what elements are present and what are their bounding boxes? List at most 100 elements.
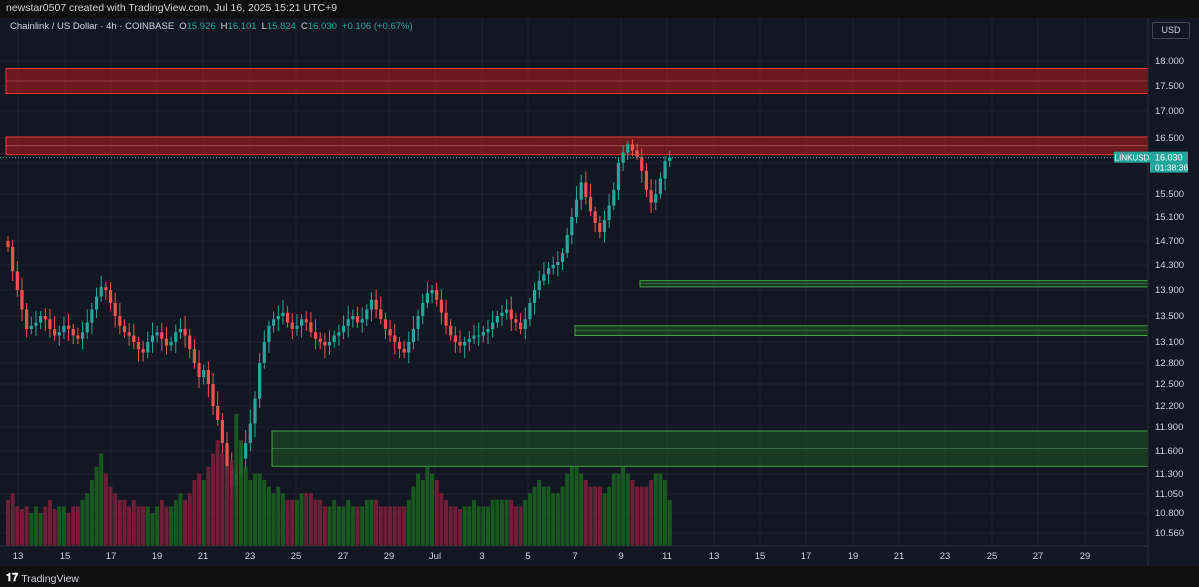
volume-bar [197,473,202,546]
candle-body [542,274,546,281]
y-tick-label: 13.900 [1155,285,1184,296]
volume-bar [360,506,365,546]
x-tick-label: 11 [662,551,672,562]
volume-bar [625,473,630,546]
candle-body [537,280,541,290]
volume-bar [122,499,127,546]
x-tick-label: 25 [291,551,302,562]
y-tick-label: 10.560 [1155,528,1184,539]
volume-bar [490,499,495,546]
volume-bar [43,506,48,546]
candle-body [463,342,467,346]
candle-body [281,312,285,316]
volume-bar [248,480,253,546]
volume-bar [285,499,290,546]
volume-bar [574,466,579,546]
volume-bar [136,506,141,546]
candle-body [178,329,183,333]
volume-bar [94,466,99,546]
high-value: 16.101 [227,21,257,32]
volume-bar [439,493,444,546]
volume-bar [229,460,234,546]
attribution-text: newstar0507 created with TradingView.com… [6,2,338,14]
volume-bar [159,499,164,546]
candle-body [560,253,565,262]
candle-body [397,342,402,349]
candle-body [108,290,113,303]
y-tick-label: 10.800 [1155,508,1184,519]
x-tick-label: 7 [572,551,577,562]
candle-body [299,319,304,326]
volume-bar [108,486,113,546]
volume-bar [509,499,514,546]
volume-bar [19,509,24,546]
candle-body [519,322,523,329]
volume-bar [639,486,644,546]
volume-bar [155,506,160,546]
volume-bar [411,486,416,546]
candle-body [435,290,439,300]
volume-bar [644,486,649,546]
volume-bar [141,506,146,546]
volume-bar [234,414,239,546]
x-tick-label: 15 [755,551,766,562]
candle-body [467,338,471,342]
y-tick-label: 17.500 [1155,81,1184,92]
candle-body [15,271,19,290]
volume-bar [383,506,388,546]
candle-body [644,170,649,191]
y-tick-label: 14.300 [1155,260,1184,271]
volume-bar [402,506,407,546]
volume-bar [374,499,379,546]
volume-bar [616,473,621,546]
volume-bar [145,506,150,546]
x-tick-label: 29 [1080,551,1091,562]
candle-body [43,316,47,320]
volume-bar [364,499,369,546]
volume-bar [266,486,271,546]
candle-body [6,241,10,247]
volume-bar [537,480,542,546]
currency-selector[interactable]: USD [1152,22,1190,39]
candle-body [453,335,457,342]
candle-body [602,220,607,232]
volume-bar [24,506,29,546]
candle-body [94,296,99,310]
volume-bar [532,486,537,546]
volume-bar [346,499,351,546]
y-tick-label: 13.500 [1155,311,1184,322]
volume-bar [406,499,411,546]
x-tick-label: 5 [525,551,530,562]
volume-bar [206,466,211,546]
volume-bar [523,499,528,546]
candlestick-chart[interactable]: 18.00017.50017.00016.50015.90015.50015.1… [0,0,1199,566]
candle-body [635,150,639,157]
volume-bar [220,453,225,546]
volume-bar [187,493,192,546]
y-tick-label: 15.500 [1155,189,1184,200]
candle-body [491,322,495,329]
candle-body [104,286,108,290]
candle-body [132,335,136,342]
candle-body [76,335,80,339]
x-tick-label: 19 [848,551,859,562]
candle-body [393,335,397,342]
symbol-title: Chainlink / US Dollar · 4h · COINBASE [10,21,175,32]
candle-body [626,144,630,153]
y-tick-label: 12.800 [1155,358,1184,369]
x-tick-label: 17 [801,551,812,562]
candle-body [444,312,448,326]
candle-body [663,160,667,179]
candle-body [71,329,75,336]
volume-bar [52,509,57,546]
candle-body [113,303,117,316]
candle-body [565,235,569,253]
volume-bar [80,499,85,546]
volume-bar [653,473,658,546]
bar-countdown: 01:38:36 [1155,163,1188,173]
candle-body [39,316,43,323]
y-tick-label: 11.900 [1155,422,1183,433]
volume-bar [597,486,602,546]
candle-body [248,423,252,443]
candle-body [365,309,369,320]
